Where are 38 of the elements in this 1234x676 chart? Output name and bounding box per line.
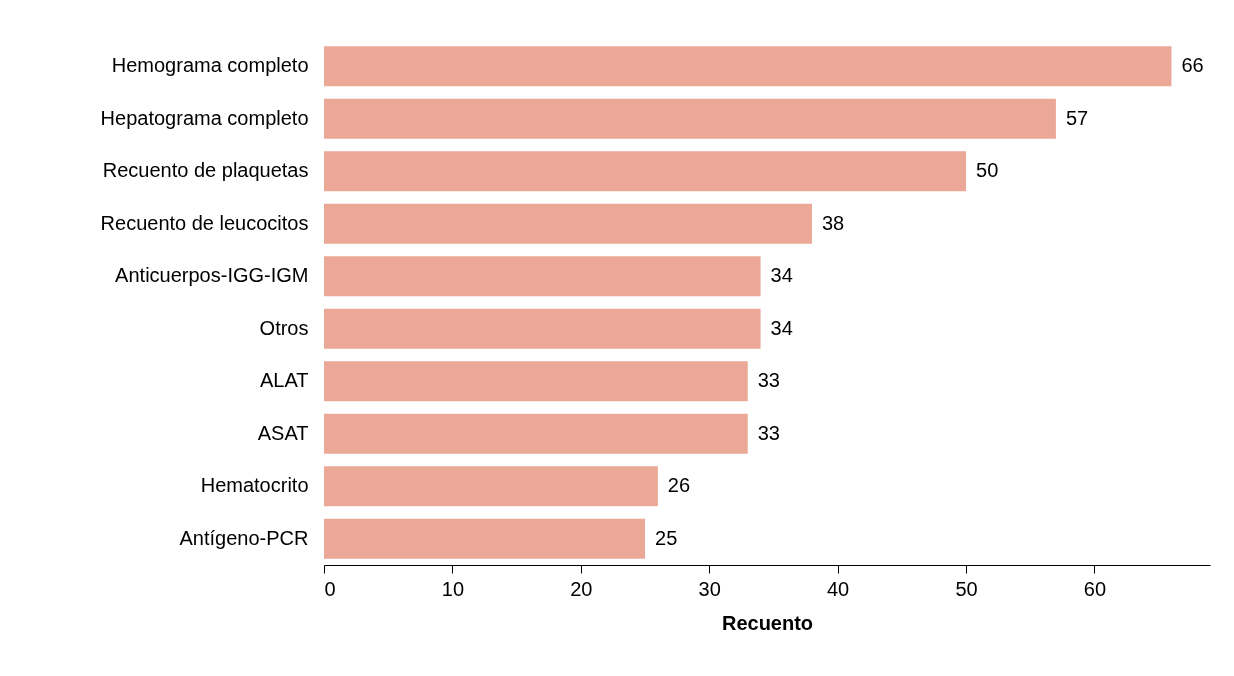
data-label: 33: [757, 369, 780, 392]
data-label: 57: [1065, 106, 1089, 129]
x-tick-label: 10: [441, 577, 465, 600]
x-axis-title: Recuento: [721, 611, 814, 634]
bar: [324, 361, 748, 402]
bar: [324, 256, 761, 297]
data-label: 34: [770, 264, 793, 287]
bar: [324, 46, 1172, 87]
data-label: 50: [976, 159, 999, 182]
x-tick-label: 0: [324, 577, 336, 600]
bar: [324, 98, 1056, 139]
y-tick-label: Hematocrito: [200, 474, 309, 497]
y-tick-label: Hepatograma completo: [100, 106, 309, 129]
data-label: 33: [757, 421, 780, 444]
bar: [324, 203, 812, 244]
bar: [324, 413, 748, 454]
data-label: 38: [821, 211, 845, 234]
bar: [324, 308, 761, 349]
y-tick-label: Antígeno-PCR: [179, 526, 309, 549]
bar: [324, 518, 646, 559]
data-label: 25: [655, 526, 678, 549]
y-tick-label: Otros: [259, 316, 309, 339]
y-tick-label: Anticuerpos-IGG-IGM: [115, 264, 309, 287]
bar: [324, 466, 658, 507]
x-tick-label: 20: [570, 577, 593, 600]
data-label: 26: [667, 474, 691, 497]
y-tick-label: Hemograma completo: [111, 54, 309, 77]
bar: [324, 151, 967, 192]
x-tick-label: 40: [827, 577, 850, 600]
y-tick-label: ASAT: [257, 421, 309, 444]
y-tick-label: Recuento de plaquetas: [102, 159, 309, 182]
x-tick-label: 30: [698, 577, 721, 600]
data-label: 66: [1181, 54, 1204, 77]
data-label: 34: [770, 316, 793, 339]
x-tick-label: 50: [955, 577, 978, 600]
y-tick-label: Recuento de leucocitos: [100, 211, 309, 234]
x-tick-label: 60: [1083, 577, 1107, 600]
y-tick-label: ALAT: [259, 369, 309, 392]
